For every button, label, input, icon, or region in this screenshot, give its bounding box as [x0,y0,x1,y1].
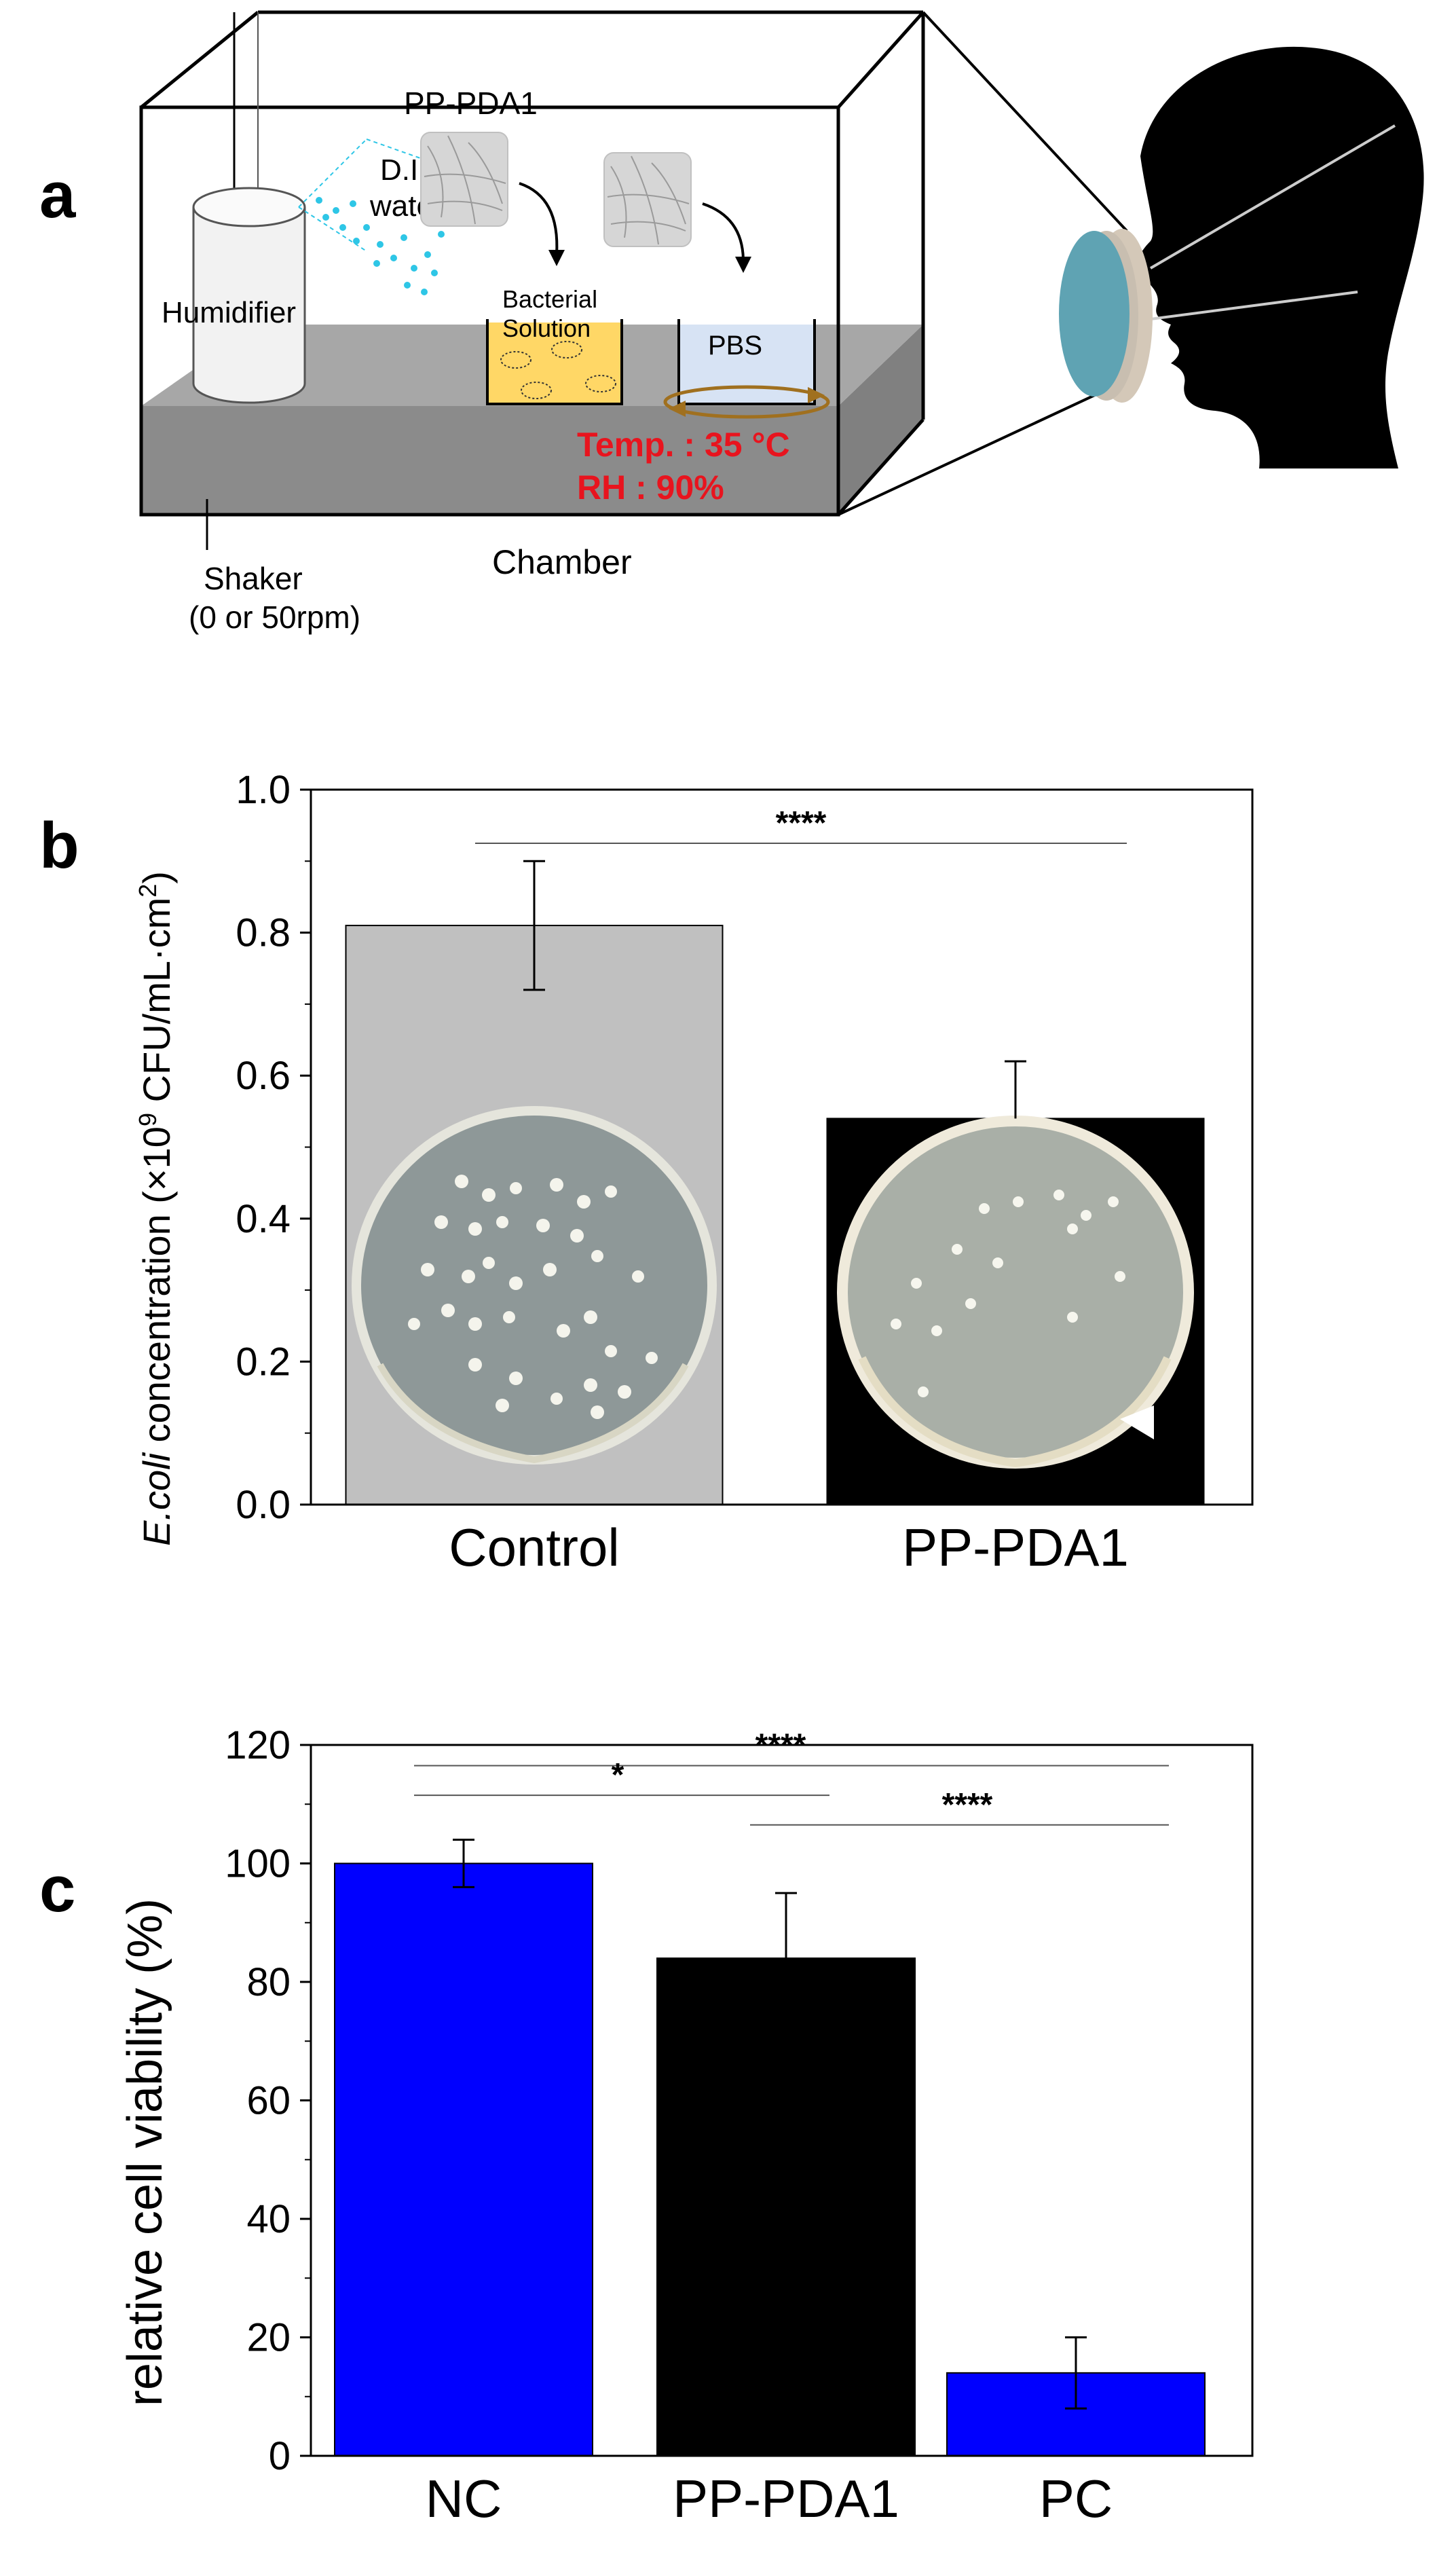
c-category-pc: PC [1039,2469,1113,2528]
c-ytick-2: 40 [246,2197,291,2241]
filter-sample-2 [603,152,692,247]
chart-b-y-ticks [300,788,311,1506]
rh-label: RH : 90% [577,468,724,507]
c-significance-label-pp-pc: **** [942,1787,993,1823]
b-ytick-1: 0.2 [236,1340,291,1384]
bacterial-label-2: Solution [502,314,591,342]
b-ytick-3: 0.6 [236,1054,291,1098]
chart-c: c 0 20 40 60 80 100 120 NC PP-PDA1 PC **… [39,1723,1254,2528]
b-significance-label: **** [776,805,827,841]
pbs-beaker: PBS [663,319,830,419]
bar-pp-pda1-viability [656,1957,916,2457]
pbs-label: PBS [708,331,762,361]
control-colonies [408,1175,658,1419]
c-ytick-1: 20 [246,2316,291,2360]
bar-nc [334,1862,593,2457]
error-bar-pp-pda1-viability [775,1892,797,2025]
b-ytick-5: 1.0 [236,768,291,812]
c-ytick-6: 120 [225,1723,291,1767]
zoom-line-bottom [838,379,1127,516]
c-category-pp-pda1: PP-PDA1 [673,2469,899,2528]
c-y-axis-label: relative cell viability (%) [118,1898,172,2406]
shaker-label-2: (0 or 50rpm) [189,600,360,635]
petri-dish-pp-pda1-photo [837,1116,1194,1469]
panel-a-letter: a [39,159,76,232]
bacterial-beaker: Bacterial Solution [486,285,623,405]
water-dots [316,197,445,295]
error-bar-pp-pda1 [1005,1060,1026,1119]
di-label-1: D.I. [380,153,426,187]
c-ytick-5: 100 [225,1842,291,1886]
humidifier: Humidifier [162,187,306,404]
c-significance-label-nc-pc: **** [755,1728,806,1764]
pp-pda1-label-a: PP-PDA1 [404,86,538,121]
error-bar-control [523,860,545,991]
b-ytick-4: 0.8 [236,911,291,955]
bacterial-label-1: Bacterial [502,285,597,313]
c-significance-label-nc-pp: * [612,1757,624,1793]
error-bar-pc [1065,2336,1087,2410]
b-category-control: Control [449,1517,619,1577]
c-ytick-3: 60 [246,2079,291,2123]
filter-sample-1 [420,132,508,227]
zoom-line-top [922,11,1128,232]
arrow-head-1 [548,250,565,266]
b-ytick-0: 0.0 [236,1483,291,1527]
chart-c-y-ticks [300,1744,311,2457]
b-ytick-2: 0.4 [236,1197,291,1241]
c-category-nc: NC [426,2469,502,2528]
petri-dish-control-photo [352,1106,717,1465]
mask-filter [1059,229,1153,403]
shaker-platform [141,406,838,515]
c-ytick-0: 0 [269,2434,291,2478]
panel-b-letter: b [39,809,79,882]
humidifier-label: Humidifier [162,296,296,329]
panel-a-schematic: a Humidifier [39,10,1424,635]
shaker-label-1: Shaker [204,561,303,596]
pp-pda1-colonies [891,1190,1125,1397]
arrow-head-2 [735,257,751,273]
temp-label: Temp. : 35 °C [577,426,790,464]
process-arrows [519,182,745,262]
b-category-pp-pda1: PP-PDA1 [902,1517,1129,1577]
panel-c-letter: c [39,1853,75,1926]
chamber-label: Chamber [492,543,632,581]
c-ytick-4: 80 [246,1960,291,2004]
chamber-floor-side [838,325,923,515]
b-y-axis-label: E.coli concentration (×109 CFU/mL·cm2) [134,871,179,1546]
head-silhouette [1137,46,1424,469]
chart-b: b [39,768,1254,1577]
error-bar-nc [453,1839,474,1888]
